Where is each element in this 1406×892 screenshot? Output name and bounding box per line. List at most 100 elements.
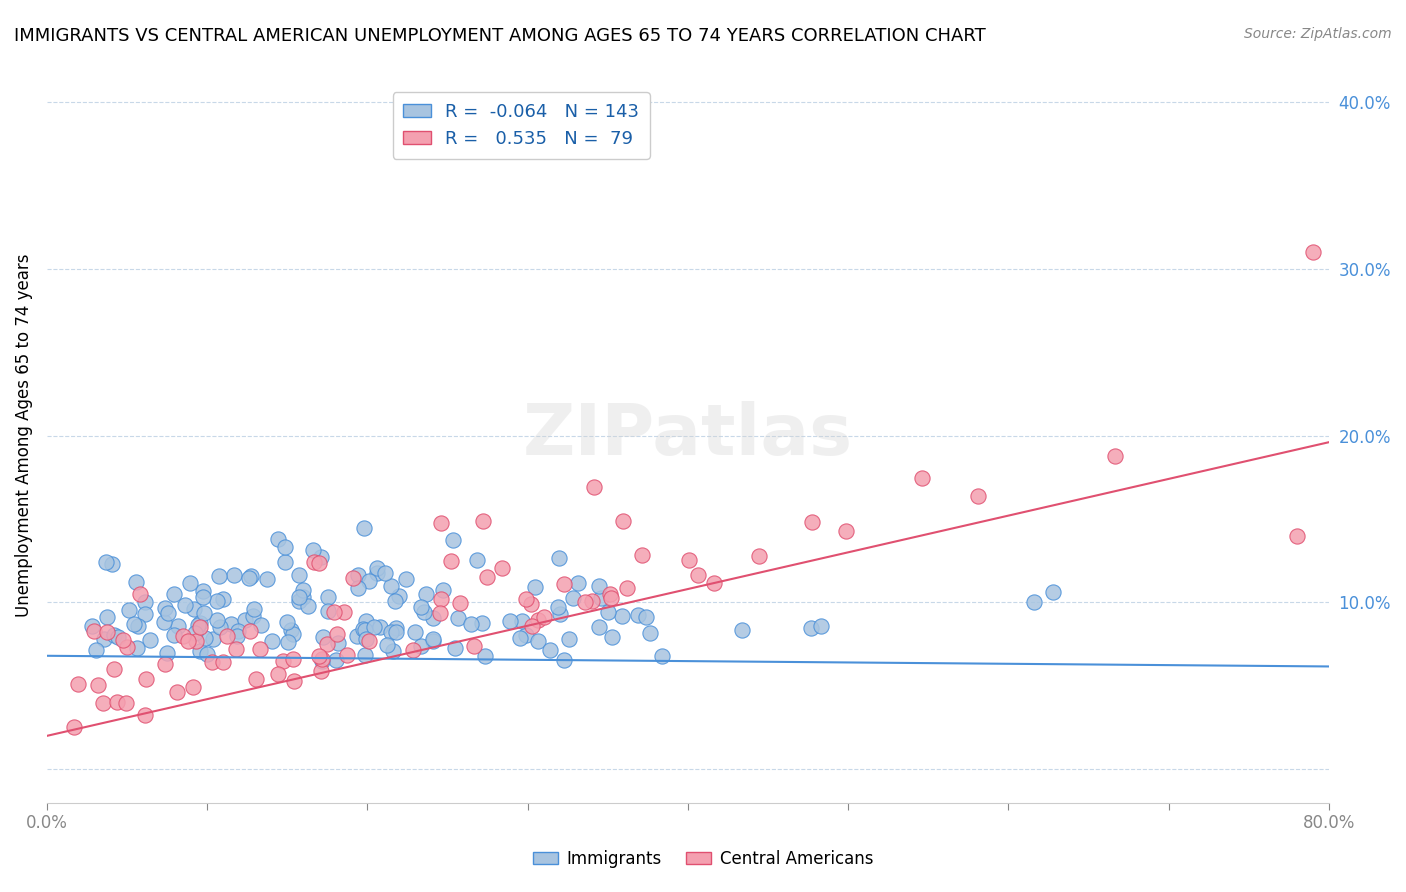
Point	[318, 590, 340, 604]
Point	[273, 654, 295, 668]
Point	[238, 572, 260, 586]
Point	[172, 629, 194, 643]
Point	[205, 613, 228, 627]
Point	[225, 642, 247, 657]
Point	[316, 603, 339, 617]
Point	[107, 630, 129, 644]
Point	[256, 573, 278, 587]
Point	[342, 571, 364, 585]
Point	[1104, 449, 1126, 463]
Point	[183, 601, 205, 615]
Point	[135, 672, 157, 686]
Point	[322, 606, 344, 620]
Point	[302, 555, 325, 569]
Point	[574, 595, 596, 609]
Point	[1024, 595, 1046, 609]
Point	[688, 568, 710, 582]
Point	[336, 648, 359, 663]
Point	[447, 611, 470, 625]
Point	[356, 632, 378, 646]
Point	[449, 596, 471, 610]
Point	[520, 597, 543, 611]
Point	[460, 616, 482, 631]
Point	[209, 620, 232, 634]
Point	[219, 617, 242, 632]
Point	[125, 575, 148, 590]
Point	[395, 572, 418, 586]
Point	[188, 620, 211, 634]
Point	[308, 648, 330, 663]
Point	[122, 616, 145, 631]
Point	[384, 594, 406, 608]
Point	[274, 555, 297, 569]
Point	[212, 591, 235, 606]
Point	[134, 607, 156, 622]
Point	[201, 656, 224, 670]
Point	[280, 623, 302, 637]
Point	[245, 672, 267, 686]
Text: IMMIGRANTS VS CENTRAL AMERICAN UNEMPLOYMENT AMONG AGES 65 TO 74 YEARS CORRELATIO: IMMIGRANTS VS CENTRAL AMERICAN UNEMPLOYM…	[14, 27, 986, 45]
Point	[87, 677, 110, 691]
Text: Source: ZipAtlas.com: Source: ZipAtlas.com	[1244, 27, 1392, 41]
Point	[515, 591, 537, 606]
Point	[191, 584, 214, 599]
Point	[93, 696, 115, 710]
Point	[127, 641, 149, 656]
Point	[211, 655, 233, 669]
Point	[600, 591, 623, 605]
Point	[366, 566, 388, 581]
Point	[596, 605, 619, 619]
Point	[526, 613, 548, 627]
Point	[333, 605, 356, 619]
Point	[224, 568, 246, 582]
Point	[283, 674, 305, 689]
Point	[380, 579, 402, 593]
Point	[631, 548, 654, 562]
Point	[239, 624, 262, 638]
Point	[471, 616, 494, 631]
Point	[184, 634, 207, 648]
Point	[567, 575, 589, 590]
Point	[561, 591, 583, 605]
Point	[166, 685, 188, 699]
Point	[163, 628, 186, 642]
Point	[291, 582, 314, 597]
Point	[283, 627, 305, 641]
Text: ZIPatlas: ZIPatlas	[523, 401, 853, 470]
Legend: Immigrants, Central Americans: Immigrants, Central Americans	[526, 844, 880, 875]
Point	[651, 648, 673, 663]
Point	[429, 606, 451, 620]
Point	[326, 636, 349, 650]
Point	[402, 642, 425, 657]
Point	[583, 480, 606, 494]
Point	[388, 589, 411, 603]
Point	[491, 561, 513, 575]
Point	[612, 515, 634, 529]
Point	[266, 532, 288, 546]
Point	[352, 622, 374, 636]
Point	[205, 594, 228, 608]
Point	[177, 633, 200, 648]
Point	[430, 516, 453, 531]
Point	[409, 599, 432, 614]
Point	[311, 654, 333, 668]
Point	[243, 602, 266, 616]
Point	[599, 587, 621, 601]
Point	[311, 652, 333, 666]
Point	[474, 648, 496, 663]
Point	[195, 647, 218, 661]
Point	[353, 520, 375, 534]
Point	[472, 514, 495, 528]
Point	[558, 632, 581, 646]
Y-axis label: Unemployment Among Ages 65 to 74 years: Unemployment Among Ages 65 to 74 years	[15, 254, 32, 617]
Point	[616, 581, 638, 595]
Point	[422, 632, 444, 647]
Point	[548, 550, 571, 565]
Point	[967, 489, 990, 503]
Point	[441, 533, 464, 548]
Point	[105, 695, 128, 709]
Point	[226, 629, 249, 643]
Point	[129, 587, 152, 601]
Point	[515, 628, 537, 642]
Point	[527, 633, 550, 648]
